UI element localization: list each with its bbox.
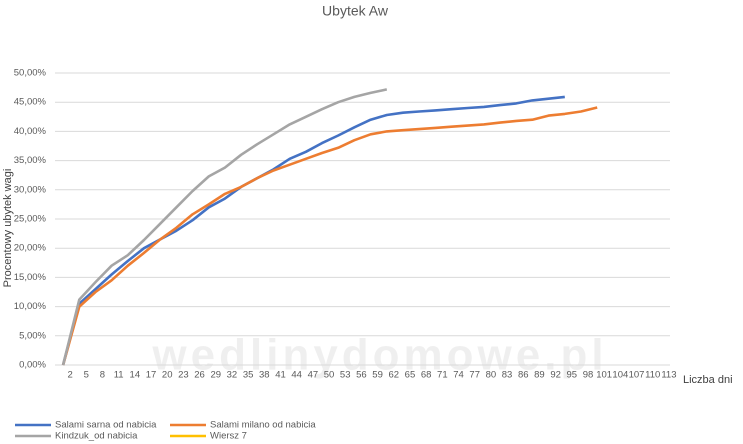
- y-tick-label: 0,00%: [19, 360, 46, 371]
- legend-label: Wiersz 7: [210, 431, 247, 442]
- legend-label: Salami milano od nabicia: [210, 420, 316, 431]
- x-tick-label: 62: [388, 370, 399, 381]
- x-tick-label: 17: [146, 370, 157, 381]
- x-tick-label: 53: [340, 370, 351, 381]
- x-tick-label: 101: [596, 370, 612, 381]
- y-tick-label: 25,00%: [14, 214, 47, 225]
- x-tick-label: 35: [243, 370, 254, 381]
- x-tick-label: 68: [421, 370, 432, 381]
- x-tick-label: 98: [583, 370, 594, 381]
- x-tick-label: 11: [114, 370, 124, 381]
- x-tick-label: 89: [534, 370, 545, 381]
- series-line: [61, 106, 598, 366]
- x-tick-label: 104: [612, 370, 628, 381]
- chart-title: Ubytek Aw: [322, 3, 389, 19]
- x-tick-label: 2: [67, 370, 72, 381]
- x-tick-label: 110: [645, 370, 660, 381]
- y-tick-label: 45,00%: [14, 97, 47, 108]
- x-axis-label: Liczba dni: [683, 374, 733, 386]
- y-tick-label: 15,00%: [14, 272, 47, 283]
- legend-label: Kindzuk_od nabicia: [55, 431, 138, 442]
- series-line: [61, 95, 565, 366]
- x-tick-label: 59: [372, 370, 383, 381]
- y-tick-label: 30,00%: [14, 184, 47, 195]
- y-tick-label: 10,00%: [14, 301, 47, 312]
- y-tick-label: 35,00%: [14, 155, 47, 166]
- y-tick-label: 5,00%: [19, 330, 46, 341]
- x-tick-label: 44: [291, 370, 302, 381]
- x-tick-label: 77: [469, 370, 480, 381]
- y-tick-label: 40,00%: [14, 126, 47, 137]
- x-tick-label: 86: [518, 370, 529, 381]
- x-tick-label: 113: [661, 370, 676, 381]
- x-tick-label: 32: [227, 370, 238, 381]
- x-tick-label: 38: [259, 370, 270, 381]
- y-tick-label: 50,00%: [14, 68, 47, 79]
- x-tick-label: 41: [275, 370, 286, 381]
- x-tick-label: 83: [502, 370, 513, 381]
- x-tick-label: 26: [194, 370, 205, 381]
- x-tick-label: 92: [550, 370, 561, 381]
- x-tick-label: 14: [130, 370, 141, 381]
- x-tick-label: 29: [210, 370, 221, 381]
- x-tick-label: 8: [100, 370, 105, 381]
- x-tick-label: 95: [567, 370, 578, 381]
- y-tick-label: 20,00%: [14, 243, 47, 254]
- watermark: wedlinydomowe.pl: [151, 331, 607, 380]
- series-line: [61, 88, 388, 366]
- x-tick-label: 74: [453, 370, 464, 381]
- x-tick-label: 23: [178, 370, 189, 381]
- y-axis-label: Procentowy ubytek wagi: [2, 169, 14, 288]
- x-tick-label: 20: [162, 370, 173, 381]
- x-tick-label: 65: [405, 370, 416, 381]
- x-tick-label: 107: [629, 370, 645, 381]
- legend-label: Salami sarna od nabicia: [55, 420, 157, 431]
- x-tick-label: 56: [356, 370, 367, 381]
- x-tick-label: 71: [437, 370, 448, 381]
- x-tick-label: 80: [486, 370, 497, 381]
- x-tick-label: 47: [308, 370, 319, 381]
- x-tick-label: 50: [324, 370, 335, 381]
- x-tick-label: 5: [84, 370, 89, 381]
